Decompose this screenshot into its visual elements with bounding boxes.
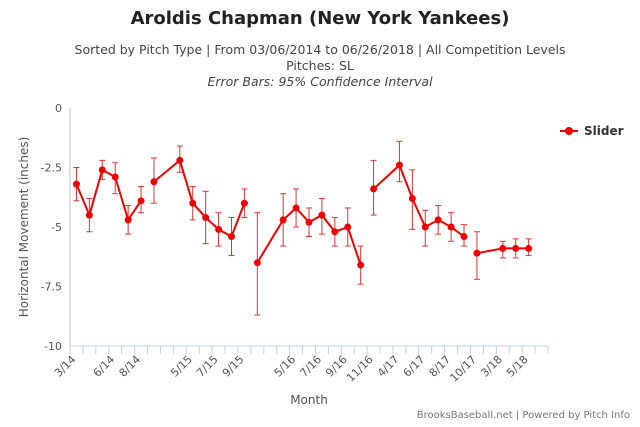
data-point (189, 199, 197, 207)
data-point (176, 156, 184, 164)
data-point (331, 228, 339, 236)
data-point (227, 233, 235, 241)
pitches-subtitle: Pitches: SL (286, 58, 354, 73)
data-point (434, 216, 442, 224)
data-point (460, 233, 468, 241)
x-tick-label: 10/17 (447, 353, 479, 385)
y-tick-label: -5 (51, 221, 62, 234)
data-point (318, 211, 326, 219)
data-point (395, 161, 403, 169)
data-point (525, 244, 533, 252)
data-point (473, 249, 481, 257)
data-point (215, 225, 223, 233)
y-tick-label: -10 (44, 340, 62, 353)
x-tick-label: 6/17 (401, 353, 428, 380)
data-point (253, 259, 261, 267)
y-tick-label: 0 (55, 102, 62, 115)
data-point (370, 185, 378, 193)
series-line (75, 168, 142, 223)
credits-link[interactable]: BrooksBaseball.net | Powered by Pitch In… (416, 410, 630, 421)
y-axis-title: Horizontal Movement (inches) (17, 137, 31, 318)
x-tick-label: 3/18 (478, 353, 505, 380)
data-point (98, 166, 106, 174)
y-tick-label: -2.5 (41, 162, 62, 175)
data-point (512, 244, 520, 252)
x-tick-label: 5/18 (504, 353, 531, 380)
x-tick-label: 11/16 (344, 353, 376, 385)
data-point (202, 213, 210, 221)
data-point (305, 218, 313, 226)
y-tick-label: -7.5 (41, 281, 62, 294)
x-tick-label: 6/14 (91, 353, 118, 380)
x-tick-label: 5/16 (272, 353, 299, 380)
data-point (344, 223, 352, 231)
x-axis-title: Month (290, 393, 328, 407)
data-point (150, 178, 158, 186)
data-point (357, 261, 365, 269)
error-bars-note: Error Bars: 95% Confidence Interval (207, 74, 433, 89)
data-point (124, 216, 132, 224)
x-tick-label: 7/15 (194, 353, 221, 380)
data-point (447, 223, 455, 231)
chart-title: Aroldis Chapman (New York Yankees) (130, 8, 510, 29)
data-point (240, 199, 248, 207)
data-point (137, 197, 145, 205)
x-tick-label: 4/17 (375, 353, 402, 380)
data-point (279, 216, 287, 224)
data-point (408, 194, 416, 202)
data-point (421, 223, 429, 231)
data-point (292, 204, 300, 212)
legend-marker (565, 127, 573, 135)
data-point (72, 180, 80, 188)
series-line (153, 158, 246, 238)
data-point (499, 244, 507, 252)
x-tick-label: 3/14 (52, 353, 79, 380)
series-line (476, 247, 529, 255)
x-tick-label: 8/14 (117, 353, 144, 380)
legend-label: Slider (584, 124, 624, 138)
chart-subtitle: Sorted by Pitch Type | From 03/06/2014 t… (74, 42, 566, 57)
data-point (85, 211, 93, 219)
x-tick-label: 9/15 (220, 353, 247, 380)
x-tick-label: 7/16 (297, 353, 324, 380)
data-point (111, 173, 119, 181)
x-tick-label: 5/15 (168, 353, 195, 380)
